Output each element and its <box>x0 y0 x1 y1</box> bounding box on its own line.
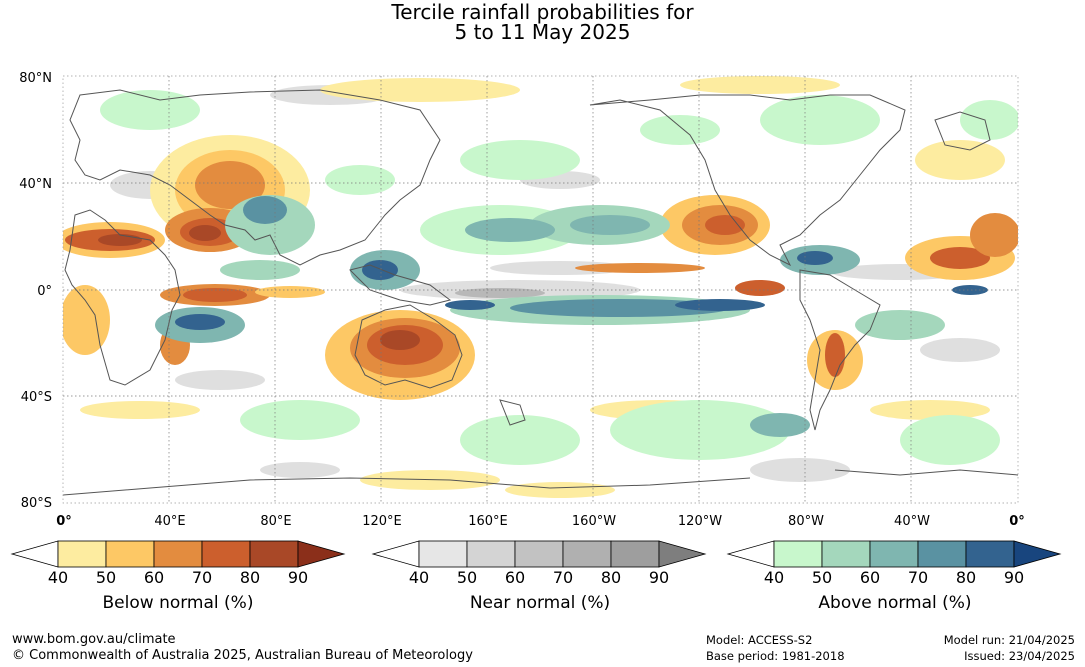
legend-tick-label: 80 <box>240 568 260 587</box>
below-normal-regions <box>63 76 1018 498</box>
map-title-line2: 5 to 11 May 2025 <box>454 20 631 44</box>
legend-below-normal: 40 50 60 70 80 90 <box>10 540 346 587</box>
legend-tick-label: 70 <box>553 568 573 587</box>
bom-url[interactable]: www.bom.gov.au/climate <box>12 632 176 647</box>
legend-tip-high <box>297 540 346 568</box>
legend-tip-low <box>371 540 420 568</box>
legend-swatch <box>869 540 919 568</box>
model-name: Model: ACCESS-S2 <box>706 633 813 647</box>
issued-date: Issued: 23/04/2025 <box>964 649 1075 663</box>
lon-label: 0° <box>56 514 72 529</box>
model-run-date: Model run: 21/04/2025 <box>943 633 1075 647</box>
map-panel <box>63 76 1018 503</box>
legend-swatch <box>57 540 107 568</box>
copyright-text: © Commonwealth of Australia 2025, Austra… <box>12 648 473 663</box>
legend-swatch <box>917 540 967 568</box>
lon-label: 160°W <box>572 514 616 529</box>
legend-tick-label: 60 <box>860 568 880 587</box>
legend-tick-label: 60 <box>505 568 525 587</box>
map-frame <box>62 75 1019 504</box>
legend-swatch <box>105 540 155 568</box>
coastlines <box>63 89 1018 496</box>
lon-label: 160°E <box>468 514 508 529</box>
legend-swatch <box>418 540 468 568</box>
lon-label: 40°E <box>154 514 185 529</box>
lon-label: 0° <box>1009 514 1025 529</box>
legend-tick-label: 80 <box>956 568 976 587</box>
lat-label: 40°N <box>19 177 52 192</box>
latitude-labels: 80°N 40°N 0° 40°S 80°S <box>19 71 52 511</box>
legend-tick-label: 50 <box>457 568 477 587</box>
legend-tick-label: 40 <box>409 568 429 587</box>
lat-label: 0° <box>37 284 52 299</box>
legend-tick-label: 70 <box>192 568 212 587</box>
legend-tick-label: 90 <box>649 568 669 587</box>
legend-tip-high <box>658 540 707 568</box>
lat-label: 80°N <box>19 71 52 86</box>
legend-tick-label: 70 <box>908 568 928 587</box>
lon-label: 80°W <box>788 514 824 529</box>
legend-swatch <box>249 540 299 568</box>
legend-above-normal: 40 50 60 70 80 90 <box>726 540 1062 587</box>
base-period: Base period: 1981-2018 <box>706 649 845 663</box>
lon-label: 40°W <box>894 514 930 529</box>
legend-swatch <box>466 540 516 568</box>
legend-tip-high <box>1013 540 1062 568</box>
lon-label: 120°W <box>678 514 722 529</box>
legend-swatch <box>773 540 823 568</box>
lat-label: 80°S <box>21 496 52 511</box>
legend-tip-low <box>10 540 59 568</box>
lon-label: 120°E <box>362 514 402 529</box>
legend-tick-label: 40 <box>764 568 784 587</box>
above-normal-regions <box>100 90 1018 465</box>
legend-swatch <box>562 540 612 568</box>
legend-above-title: Above normal (%) <box>818 593 972 613</box>
lat-label: 40°S <box>21 390 52 405</box>
legend-tip-low <box>726 540 775 568</box>
legend-swatch <box>201 540 251 568</box>
legend-swatch <box>965 540 1015 568</box>
legend-near-normal: 40 50 60 70 80 90 <box>371 540 707 587</box>
legend-tick-label: 50 <box>812 568 832 587</box>
graticule <box>63 76 1018 503</box>
legend-below-title: Below normal (%) <box>102 593 254 613</box>
legend-swatch <box>153 540 203 568</box>
legend-tick-label: 90 <box>1004 568 1024 587</box>
legend-tick-label: 90 <box>288 568 308 587</box>
longitude-labels: 0° 40°E 80°E 120°E 160°E 160°W 120°W 80°… <box>56 514 1025 529</box>
map-title-line1: Tercile rainfall probabilities for <box>391 0 694 24</box>
legend-tick-label: 60 <box>144 568 164 587</box>
legend-tick-label: 80 <box>601 568 621 587</box>
legend-tick-label: 50 <box>96 568 116 587</box>
legend-near-title: Near normal (%) <box>469 593 611 613</box>
lon-label: 80°E <box>260 514 291 529</box>
legend-swatch <box>821 540 871 568</box>
legend-swatch <box>610 540 660 568</box>
legend-swatch <box>514 540 564 568</box>
legend-tick-label: 40 <box>48 568 68 587</box>
